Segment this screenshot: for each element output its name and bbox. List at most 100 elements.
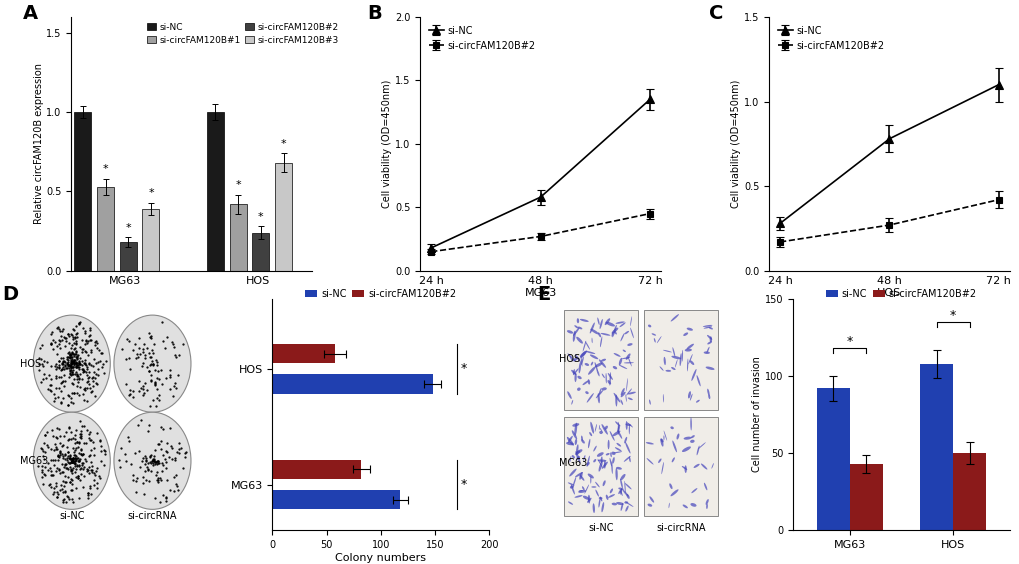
Ellipse shape xyxy=(601,387,606,390)
Ellipse shape xyxy=(706,341,711,345)
Text: B: B xyxy=(367,5,382,23)
Ellipse shape xyxy=(574,422,577,435)
Ellipse shape xyxy=(696,375,700,386)
Ellipse shape xyxy=(592,503,594,513)
Ellipse shape xyxy=(624,501,628,504)
Ellipse shape xyxy=(601,502,603,512)
Ellipse shape xyxy=(612,430,620,436)
Text: *: * xyxy=(846,335,852,348)
Ellipse shape xyxy=(624,456,630,462)
Text: MG63: MG63 xyxy=(20,456,49,466)
Ellipse shape xyxy=(613,353,620,357)
Ellipse shape xyxy=(569,355,572,362)
Ellipse shape xyxy=(570,486,574,488)
Ellipse shape xyxy=(599,428,602,433)
Ellipse shape xyxy=(627,356,631,367)
Bar xyxy=(272,460,361,479)
Ellipse shape xyxy=(622,357,630,359)
Ellipse shape xyxy=(707,394,709,399)
Text: si-NC: si-NC xyxy=(588,523,613,533)
Ellipse shape xyxy=(567,437,574,446)
Ellipse shape xyxy=(579,350,587,357)
Bar xyxy=(849,464,882,530)
Ellipse shape xyxy=(653,338,655,342)
Ellipse shape xyxy=(690,503,696,507)
Ellipse shape xyxy=(693,464,699,468)
Ellipse shape xyxy=(625,421,627,430)
Ellipse shape xyxy=(577,376,581,379)
Ellipse shape xyxy=(601,461,607,469)
FancyBboxPatch shape xyxy=(564,310,637,410)
Ellipse shape xyxy=(683,332,688,336)
Ellipse shape xyxy=(688,354,692,364)
X-axis label: Colony numbers: Colony numbers xyxy=(335,553,426,563)
Ellipse shape xyxy=(616,430,622,439)
Ellipse shape xyxy=(705,504,707,509)
Ellipse shape xyxy=(690,435,694,438)
Ellipse shape xyxy=(613,331,616,334)
Ellipse shape xyxy=(574,439,577,445)
Bar xyxy=(97,187,114,271)
Ellipse shape xyxy=(575,451,580,463)
Ellipse shape xyxy=(578,362,581,373)
Ellipse shape xyxy=(612,451,622,453)
Ellipse shape xyxy=(576,450,582,453)
Ellipse shape xyxy=(646,458,653,465)
Ellipse shape xyxy=(582,381,588,385)
Ellipse shape xyxy=(589,355,598,359)
Ellipse shape xyxy=(672,457,675,462)
Ellipse shape xyxy=(608,372,610,386)
Ellipse shape xyxy=(664,370,671,372)
Ellipse shape xyxy=(607,380,610,385)
X-axis label: HOS: HOS xyxy=(876,288,901,298)
Ellipse shape xyxy=(618,489,622,494)
Ellipse shape xyxy=(587,439,590,448)
Ellipse shape xyxy=(571,370,576,375)
Ellipse shape xyxy=(585,391,588,394)
Ellipse shape xyxy=(612,366,616,369)
Ellipse shape xyxy=(624,481,625,493)
Ellipse shape xyxy=(675,359,677,368)
Ellipse shape xyxy=(590,329,598,334)
Ellipse shape xyxy=(614,447,621,451)
Text: *: * xyxy=(949,309,955,322)
Ellipse shape xyxy=(598,431,602,434)
Ellipse shape xyxy=(624,362,633,363)
Ellipse shape xyxy=(605,322,614,327)
Legend: si-NC, si-circFAM120B#2: si-NC, si-circFAM120B#2 xyxy=(302,285,460,303)
Ellipse shape xyxy=(684,465,686,473)
Ellipse shape xyxy=(679,353,681,366)
Ellipse shape xyxy=(684,349,691,351)
Ellipse shape xyxy=(587,474,593,478)
FancyBboxPatch shape xyxy=(644,417,717,516)
Ellipse shape xyxy=(651,333,655,336)
Ellipse shape xyxy=(598,461,602,472)
Ellipse shape xyxy=(577,387,580,391)
FancyBboxPatch shape xyxy=(564,417,637,516)
Ellipse shape xyxy=(582,486,584,491)
Ellipse shape xyxy=(697,442,705,449)
Ellipse shape xyxy=(589,323,594,333)
Bar xyxy=(207,112,224,271)
Circle shape xyxy=(114,412,191,509)
Legend: si-NC, si-circFAM120B#2: si-NC, si-circFAM120B#2 xyxy=(773,22,888,54)
Ellipse shape xyxy=(599,496,602,501)
Ellipse shape xyxy=(581,439,584,443)
Ellipse shape xyxy=(620,503,623,511)
Ellipse shape xyxy=(586,462,589,466)
Ellipse shape xyxy=(581,357,583,365)
Text: C: C xyxy=(708,5,722,23)
Ellipse shape xyxy=(600,456,602,463)
Ellipse shape xyxy=(627,343,632,346)
Ellipse shape xyxy=(619,323,625,327)
X-axis label: MG63: MG63 xyxy=(524,288,556,298)
Legend: si-NC, si-circFAM120B#1, si-circFAM120B#2, si-circFAM120B#3: si-NC, si-circFAM120B#1, si-circFAM120B#… xyxy=(143,19,342,49)
Ellipse shape xyxy=(613,393,620,403)
Ellipse shape xyxy=(599,319,602,329)
Ellipse shape xyxy=(600,333,609,336)
Text: *: * xyxy=(103,164,108,174)
Ellipse shape xyxy=(595,490,598,497)
Ellipse shape xyxy=(569,456,571,462)
Bar xyxy=(119,242,137,271)
Ellipse shape xyxy=(620,491,622,496)
